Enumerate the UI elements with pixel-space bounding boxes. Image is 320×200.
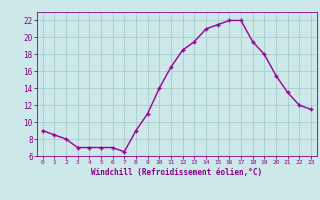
X-axis label: Windchill (Refroidissement éolien,°C): Windchill (Refroidissement éolien,°C) <box>91 168 262 177</box>
